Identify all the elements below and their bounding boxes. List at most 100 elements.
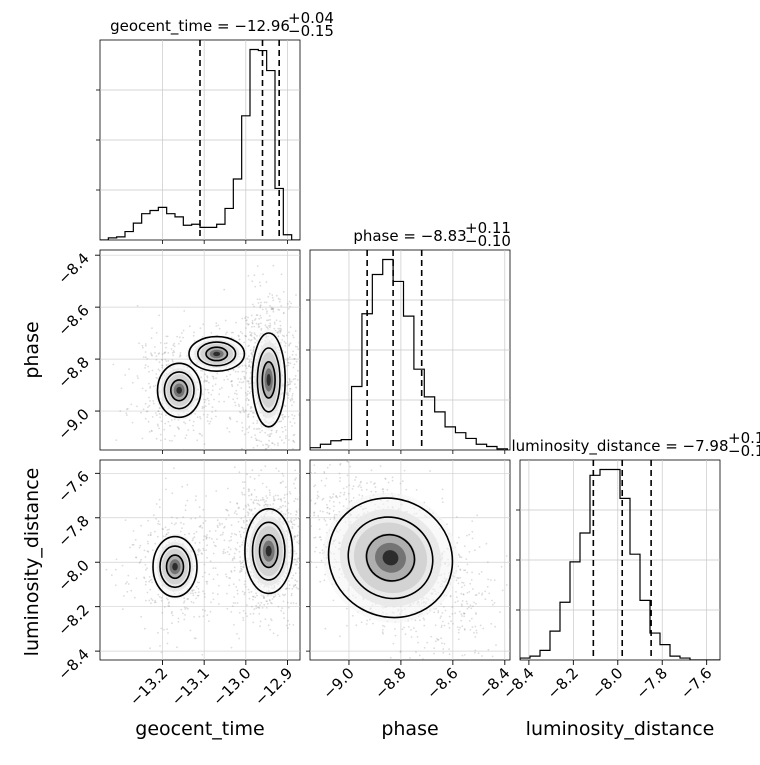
sample-point (192, 420, 195, 423)
sample-point (214, 383, 217, 386)
sample-point (241, 491, 243, 494)
sample-point (272, 299, 275, 302)
sample-point (248, 426, 251, 429)
sample-point (293, 433, 296, 436)
sample-point (135, 556, 138, 559)
sample-point (478, 592, 480, 595)
sample-point (198, 615, 201, 618)
density-luminosity-distance-vs-phase-0-shade-5 (382, 550, 399, 566)
sample-point (214, 530, 217, 532)
sample-point (292, 584, 295, 587)
sample-point (287, 361, 289, 364)
sample-point (298, 615, 300, 618)
sample-point (144, 367, 147, 369)
sample-point (284, 351, 287, 354)
sample-point (273, 499, 275, 502)
sample-point (515, 639, 517, 641)
sample-point (268, 324, 270, 327)
sample-point (296, 557, 299, 560)
sample-point (164, 526, 167, 529)
sample-point (305, 423, 307, 425)
sample-point (449, 594, 452, 597)
sample-point (159, 433, 162, 436)
sample-point (158, 369, 161, 372)
sample-point (206, 580, 209, 583)
sample-point (195, 531, 198, 533)
sample-point (470, 579, 473, 581)
sample-point (358, 484, 361, 487)
sample-point (465, 600, 468, 603)
sample-point (227, 378, 229, 381)
sample-point (206, 614, 209, 616)
sample-point (235, 533, 238, 536)
sample-point (282, 612, 285, 615)
sample-point (412, 627, 415, 630)
sample-point (399, 650, 402, 652)
sample-point (440, 637, 442, 640)
density-luminosity-distance-vs-geocent-time-0-shade-5 (172, 562, 178, 571)
sample-point (239, 533, 242, 536)
sample-point (170, 348, 173, 350)
sample-point (132, 530, 135, 532)
sample-point (161, 364, 164, 367)
sample-point (305, 458, 307, 460)
sample-point (466, 563, 469, 566)
sample-point (310, 513, 311, 516)
sample-point (476, 514, 479, 517)
sample-point (298, 413, 300, 416)
sample-point (275, 294, 278, 297)
sample-point (324, 520, 327, 522)
sample-point (250, 436, 253, 439)
sample-point (212, 376, 215, 378)
sample-point (209, 610, 212, 613)
sample-point (277, 444, 279, 447)
sample-point (148, 382, 150, 385)
sample-point (365, 488, 368, 491)
sample-point (302, 480, 304, 482)
sample-point (204, 520, 207, 522)
sample-point (304, 543, 306, 545)
sample-point (279, 498, 282, 501)
sample-point (165, 360, 168, 362)
sample-point (480, 571, 483, 573)
sample-point (246, 519, 248, 522)
sample-point (248, 386, 251, 389)
sample-point (218, 327, 221, 330)
sample-point (202, 615, 205, 618)
sample-point (243, 583, 246, 586)
sample-point (252, 446, 255, 449)
sample-point (147, 406, 149, 408)
sample-point (287, 606, 290, 609)
sample-point (437, 639, 439, 641)
sample-point (147, 420, 150, 423)
sample-point (493, 602, 496, 604)
sample-point (244, 392, 247, 394)
sample-point (211, 389, 214, 392)
sample-point (257, 302, 260, 304)
sample-point (234, 602, 237, 604)
sample-point (218, 393, 221, 396)
sample-point (181, 527, 183, 529)
sample-point (298, 557, 300, 560)
sample-point (272, 310, 275, 313)
sample-point (204, 398, 207, 401)
sample-point (157, 520, 160, 523)
sample-point (249, 377, 252, 380)
sample-point (275, 319, 278, 322)
sample-point (160, 596, 163, 599)
sample-point (149, 533, 152, 536)
sample-point (335, 495, 338, 497)
sample-point (247, 390, 249, 393)
sample-point (414, 619, 417, 622)
sample-point (148, 396, 150, 399)
sample-point (271, 296, 274, 299)
sample-point (245, 367, 248, 370)
sample-point (277, 470, 280, 472)
sample-point (286, 493, 289, 496)
sample-point (243, 521, 245, 524)
sample-point (233, 533, 236, 535)
sample-point (136, 375, 139, 377)
density-phase-vs-geocent-time-1-contour-1 (197, 341, 237, 367)
sample-point (235, 586, 238, 588)
sample-point (295, 354, 297, 356)
